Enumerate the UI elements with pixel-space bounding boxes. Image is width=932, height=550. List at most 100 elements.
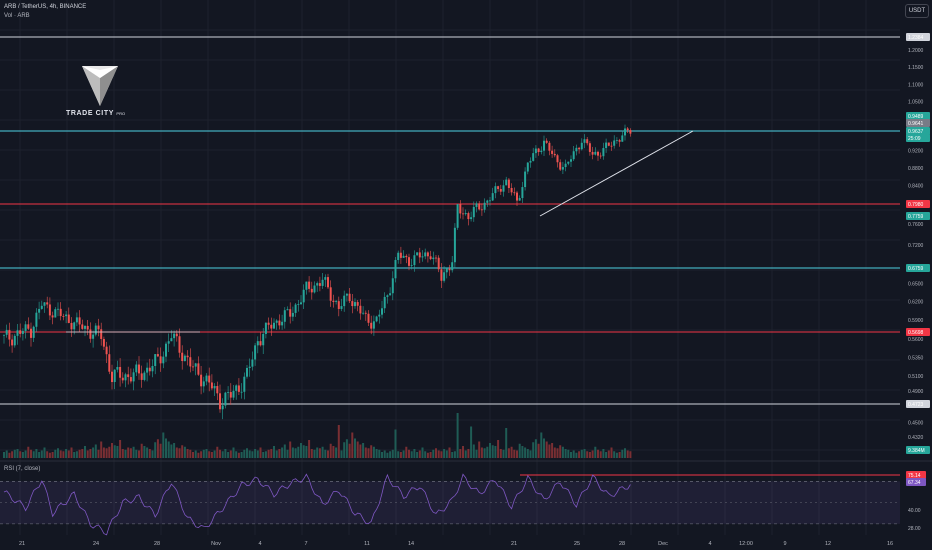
candle-body — [138, 364, 140, 374]
candle-body — [499, 189, 502, 192]
candle-body — [502, 185, 505, 192]
volume-bar — [416, 452, 419, 458]
candle-body — [335, 301, 338, 303]
volume-bar — [591, 450, 594, 458]
candle-body — [486, 200, 489, 203]
candle-body — [121, 377, 124, 381]
logo-icon — [82, 66, 118, 106]
volume-bar — [78, 449, 81, 458]
x-tick-label: 28 — [154, 541, 160, 547]
volume-bar — [232, 447, 235, 458]
volume-bar — [243, 449, 246, 458]
volume-bar — [38, 452, 41, 458]
price-label: 0.5698 — [908, 330, 924, 336]
volume-bar — [275, 450, 278, 458]
volume-bar — [270, 449, 273, 458]
candle-body — [478, 203, 481, 210]
x-tick-label: 4 — [258, 541, 261, 547]
candle-body — [594, 151, 597, 155]
symbol-title[interactable]: ARB / TetherUS, 4h, BINANCE — [4, 4, 87, 10]
volume-bar — [424, 451, 427, 458]
candle-body — [367, 313, 370, 323]
price-tick-label: 0.8400 — [908, 183, 924, 189]
volume-bar — [321, 446, 324, 458]
candle-body — [175, 333, 178, 337]
candle-body — [386, 295, 389, 297]
volume-bar — [132, 446, 135, 458]
candle-body — [229, 392, 232, 398]
volume-bar — [505, 428, 508, 458]
x-tick-label: 16 — [887, 541, 893, 547]
candle-body — [327, 277, 329, 288]
candle-body — [329, 287, 332, 301]
currency-button[interactable]: USDT — [905, 4, 929, 18]
candle-body — [102, 338, 105, 347]
candle-body — [16, 330, 19, 336]
candle-body — [410, 265, 413, 266]
candle-body — [19, 330, 22, 334]
volume-bar — [189, 449, 192, 458]
volume-bar — [410, 451, 413, 458]
candle-body — [259, 341, 262, 346]
volume-bar — [459, 449, 462, 458]
volume-bar — [389, 451, 392, 458]
volume-bar — [381, 452, 383, 458]
candle-body — [629, 130, 632, 134]
volume-bar — [111, 443, 113, 458]
candle-body — [310, 288, 313, 293]
candle-body — [537, 148, 540, 153]
candle-body — [197, 363, 200, 375]
candle-body — [3, 334, 5, 336]
volume-bar — [154, 442, 157, 458]
candle-body — [475, 203, 478, 207]
candle-body — [408, 257, 410, 266]
volume-bar — [513, 449, 516, 458]
price-tick-label: 0.4900 — [908, 389, 924, 395]
volume-bar — [286, 449, 289, 458]
candle-body — [443, 272, 446, 281]
candle-body — [597, 151, 599, 156]
price-tick-label: 0.7200 — [908, 243, 924, 249]
volume-bar — [510, 446, 513, 458]
candle-body — [146, 367, 149, 373]
volume-bar — [197, 452, 200, 458]
candle-body — [156, 354, 159, 357]
candle-body — [127, 374, 130, 378]
candle-body — [313, 285, 316, 293]
candle-body — [297, 304, 300, 306]
candle-body — [108, 354, 111, 372]
candle-body — [480, 209, 483, 211]
volume-bar — [59, 450, 62, 458]
volume-bar — [599, 451, 602, 458]
candle-body — [78, 317, 81, 325]
volume-bar — [551, 443, 554, 458]
candle-body — [556, 155, 559, 163]
volume-bar — [443, 449, 446, 458]
volume-bar — [464, 450, 467, 458]
candle-body — [27, 324, 30, 329]
volume-bar — [564, 449, 567, 458]
volume-bar — [19, 451, 22, 458]
candle-body — [472, 206, 475, 218]
rsi-line — [3, 473, 631, 536]
candle-body — [232, 390, 235, 398]
volume-bar — [494, 446, 497, 458]
volume-bar — [105, 448, 108, 458]
candle-body — [399, 252, 402, 258]
candle-body — [210, 382, 213, 389]
candle-body — [332, 300, 335, 303]
volume-bar — [567, 449, 570, 458]
candle-body — [591, 151, 594, 155]
volume-bar — [435, 448, 437, 458]
volume-bar — [383, 450, 386, 458]
candle-body — [464, 213, 467, 215]
volume-bar — [70, 447, 73, 458]
candle-body — [534, 148, 537, 154]
volume-bar — [143, 446, 146, 458]
candle-body — [505, 179, 508, 186]
volume-bar — [291, 447, 294, 458]
volume-bar — [57, 448, 59, 458]
candle-body — [348, 293, 351, 302]
candle-body — [32, 326, 35, 338]
